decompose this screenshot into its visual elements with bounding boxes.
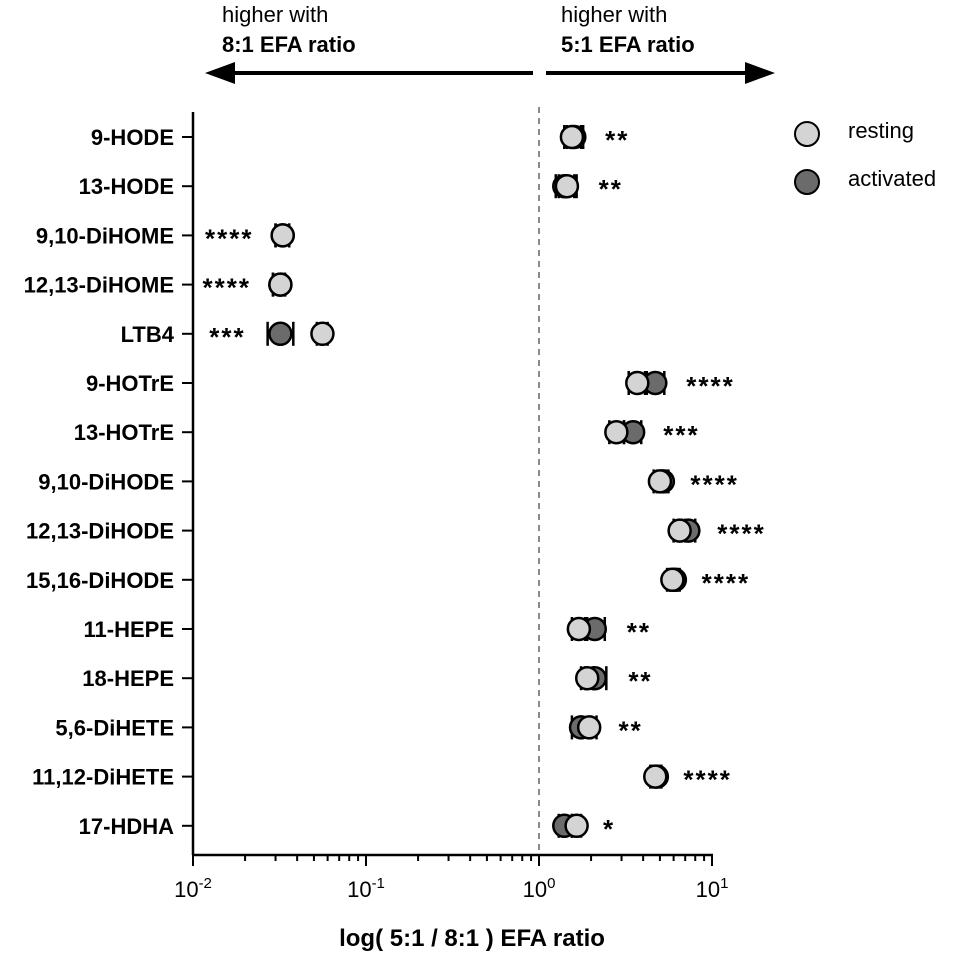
row-5,6-DiHETE: 5,6-DiHETE ** — [55, 715, 643, 745]
x-tick-base: 10 — [174, 877, 198, 902]
significance-marker: **** — [683, 765, 731, 795]
left-direction-line2: 8:1 EFA ratio — [222, 32, 356, 57]
legend-swatch-activated — [794, 169, 820, 195]
y-tick-label: LTB4 — [121, 322, 175, 347]
significance-marker: **** — [203, 273, 251, 303]
row-15,16-DiHODE: 15,16-DiHODE **** — [26, 567, 750, 598]
point-resting — [625, 370, 650, 396]
point-resting — [576, 715, 602, 740]
x-tick-base: 10 — [347, 877, 371, 902]
significance-marker: *** — [209, 322, 245, 352]
row-11,12-DiHETE: 11,12-DiHETE **** — [32, 764, 731, 795]
x-tick-base: 10 — [523, 877, 547, 902]
significance-marker: ** — [605, 125, 629, 155]
point-resting — [604, 419, 629, 445]
x-tick-exponent: 1 — [720, 875, 728, 892]
row-9,10-DiHODE: 9,10-DiHODE **** — [38, 469, 738, 499]
point-resting — [566, 616, 592, 642]
significance-marker: **** — [205, 223, 253, 253]
x-tick-exponent: -1 — [372, 875, 385, 892]
point-resting — [667, 518, 692, 543]
significance-marker: ** — [628, 666, 652, 696]
y-tick-label: 13-HOTrE — [74, 420, 174, 445]
right-direction-line2: 5:1 EFA ratio — [561, 32, 695, 57]
row-13-HODE: 13-HODE ** — [79, 173, 623, 204]
y-tick-label: 18-HEPE — [82, 666, 174, 691]
y-tick-label: 17-HDHA — [79, 814, 174, 839]
y-tick-label: 13-HODE — [79, 174, 174, 199]
left-arrow-head — [205, 62, 235, 84]
significance-marker: ** — [627, 617, 651, 647]
x-tick-label: 100 — [523, 875, 556, 902]
x-tick-label: 10-1 — [347, 875, 385, 902]
significance-marker: **** — [690, 469, 738, 499]
row-18-HEPE: 18-HEPE ** — [82, 665, 652, 696]
right-direction-line1: higher with — [561, 2, 668, 27]
point-resting — [559, 124, 585, 150]
y-tick-label: 9,10-DiHODE — [38, 469, 174, 494]
x-tick-base: 10 — [696, 877, 720, 902]
significance-marker: **** — [702, 568, 750, 598]
row-17-HDHA: 17-HDHA * — [79, 813, 615, 844]
y-tick-label: 9-HOTrE — [86, 371, 174, 396]
point-resting — [647, 469, 673, 494]
point-resting — [574, 665, 600, 691]
point-resting — [310, 321, 335, 347]
point-resting — [270, 223, 295, 248]
significance-marker: **** — [686, 371, 734, 401]
y-tick-label: 9-HODE — [91, 125, 174, 150]
point-resting — [554, 173, 580, 199]
row-9-HODE: 9-HODE ** — [91, 124, 629, 155]
right-arrow-head — [745, 62, 775, 84]
chart-axes: 10-2 10-1 100 101 — [174, 107, 728, 902]
row-11-HEPE: 11-HEPE ** — [84, 616, 651, 647]
significance-marker: *** — [663, 420, 699, 450]
y-tick-label: 11-HEPE — [84, 617, 175, 642]
significance-marker: ** — [599, 174, 623, 204]
point-resting — [564, 813, 589, 839]
x-axis-title-text: log( 5:1 / 8:1 ) EFA ratio — [339, 925, 605, 952]
y-tick-label: 11,12-DiHETE — [32, 765, 174, 790]
x-tick-label: 10-2 — [174, 875, 212, 902]
significance-marker: * — [603, 814, 615, 844]
y-tick-label: 5,6-DiHETE — [55, 715, 174, 740]
point-resting — [268, 272, 293, 297]
y-tick-label: 12,13-DiHOME — [24, 273, 174, 298]
point-activated — [268, 321, 293, 347]
y-tick-label: 15,16-DiHODE — [26, 568, 174, 593]
left-direction-line1: higher with — [222, 2, 329, 27]
legend-label-resting: resting — [848, 118, 915, 143]
row-9,10-DiHOME: 9,10-DiHOME **** — [36, 223, 295, 253]
y-tick-label: 12,13-DiHODE — [26, 519, 174, 544]
chart-rows: 9-HODE **13-HODE **9,10-DiHOME ****12,13-Di… — [24, 124, 765, 844]
point-resting — [643, 764, 668, 789]
row-12,13-DiHOME: 12,13-DiHOME **** — [24, 272, 293, 303]
row-9-HOTrE: 9-HOTrE **** — [86, 370, 734, 401]
direction-arrows — [205, 62, 775, 84]
left-direction-label: higher with 8:1 EFA ratio — [222, 0, 356, 60]
legend-label-activated: activated — [848, 166, 937, 191]
significance-marker: **** — [717, 519, 765, 549]
point-resting — [660, 567, 685, 593]
x-axis-title: log( 5:1 / 8:1 ) EFA ratio — [0, 925, 954, 953]
significance-marker: ** — [619, 715, 643, 745]
x-tick-label: 101 — [696, 875, 729, 902]
row-12,13-DiHODE: 12,13-DiHODE **** — [26, 518, 765, 549]
right-direction-label: higher with 5:1 EFA ratio — [561, 0, 695, 60]
legend-swatch-resting — [794, 121, 820, 147]
row-13-HOTrE: 13-HOTrE *** — [74, 419, 699, 450]
x-tick-exponent: 0 — [547, 875, 555, 892]
y-tick-label: 9,10-DiHOME — [36, 223, 174, 248]
x-tick-exponent: -2 — [199, 875, 212, 892]
row-LTB4: LTB4 *** — [121, 321, 335, 352]
